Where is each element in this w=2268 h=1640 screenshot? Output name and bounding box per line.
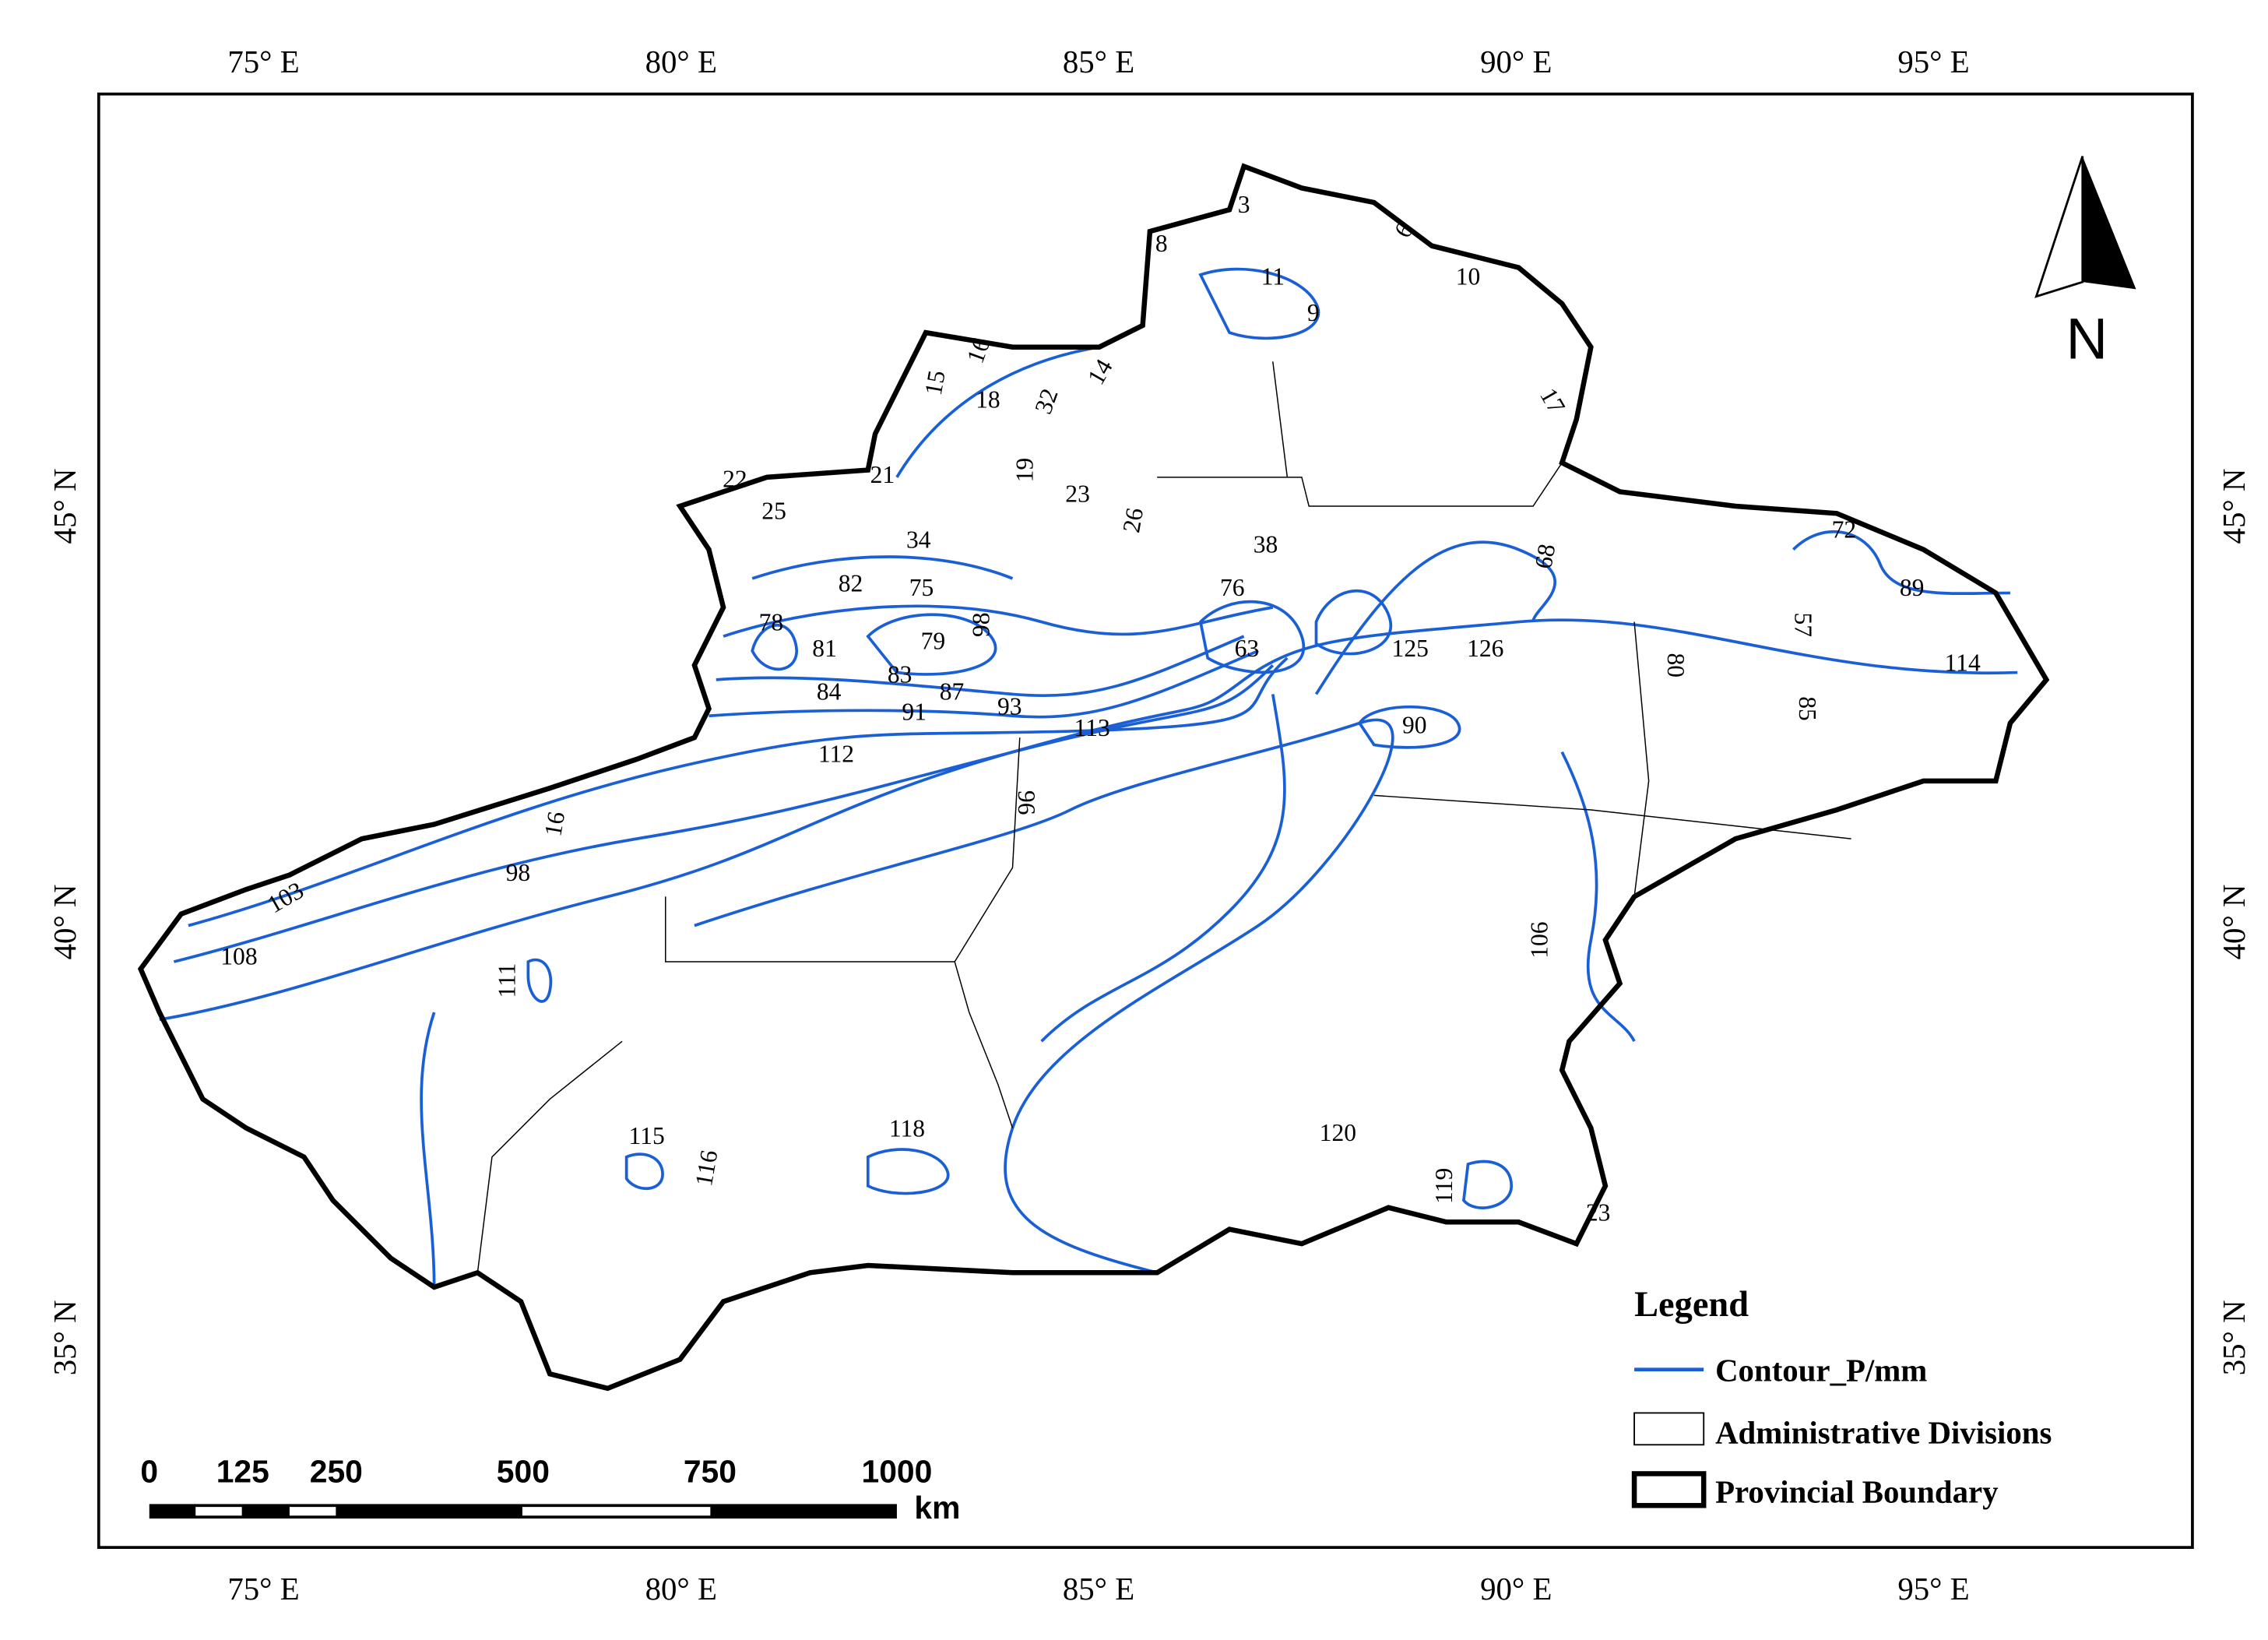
- contour-label: 108: [220, 943, 257, 970]
- provincial-boundary: [137, 163, 2050, 1392]
- contour-label: 84: [817, 678, 842, 706]
- contour-label: 9: [1307, 299, 1320, 326]
- legend-title: Legend: [1634, 1285, 1749, 1325]
- legend: Legend Contour_P/mm Administrative Divis…: [1631, 1285, 2052, 1510]
- contour-label: 38: [1254, 530, 1278, 558]
- contour-label: 17: [1535, 383, 1570, 418]
- contour-label: 82: [839, 569, 863, 597]
- contour-label: 89: [1900, 574, 1925, 601]
- lon-tick-label: 90° E: [1480, 44, 1552, 79]
- lon-tick-label: 95° E: [1897, 44, 1969, 79]
- contour-label: 93: [997, 692, 1022, 720]
- contour-label: 76: [1220, 574, 1245, 601]
- legend-label: Provincial Boundary: [1715, 1475, 1999, 1510]
- contour-label: 87: [940, 678, 965, 706]
- contour-label: 111: [493, 963, 520, 998]
- contour-label: 26: [1117, 505, 1148, 534]
- contour-label: 126: [1467, 635, 1503, 662]
- contour-label: 79: [921, 628, 946, 655]
- lon-tick-label: 75° E: [227, 1571, 299, 1607]
- contour-label: 90: [1402, 711, 1427, 738]
- lon-tick-label: 80° E: [645, 44, 717, 79]
- lon-tick-label: 85° E: [1063, 44, 1134, 79]
- legend-swatch: [1633, 1412, 1705, 1446]
- contour-label: 57: [1789, 613, 1816, 638]
- contour-label: 19: [1011, 458, 1038, 483]
- contour-label: 75: [909, 574, 934, 601]
- contour-label: 23: [1065, 480, 1090, 507]
- contour-label: 22: [723, 466, 747, 493]
- lat-tick-label: 45° N: [2217, 469, 2252, 544]
- contour-label: 18: [976, 386, 1000, 414]
- lat-tick-label: 40° N: [47, 884, 83, 959]
- contour-label: 85: [1794, 696, 1821, 721]
- contour-label: 81: [812, 635, 837, 662]
- lat-tick-label: 40° N: [2217, 884, 2252, 959]
- scale-tick-label: 1000: [861, 1454, 932, 1490]
- contour-label: 3: [1238, 191, 1250, 218]
- legend-label: Administrative Divisions: [1715, 1415, 2052, 1450]
- contour-label: 96: [1013, 790, 1040, 815]
- scale-tick-label: 0: [140, 1454, 158, 1490]
- contour-label: 72: [1832, 516, 1857, 544]
- scale-tick-label: 750: [684, 1454, 737, 1490]
- contour-label: 32: [1029, 385, 1064, 417]
- scale-tick-label: 250: [310, 1454, 363, 1490]
- contour-label: 63: [1235, 635, 1260, 662]
- contour-label: 98: [968, 613, 995, 638]
- legend-swatch: [1631, 1471, 1707, 1508]
- contour-label: 115: [629, 1122, 665, 1149]
- lat-tick-label: 35° N: [2217, 1300, 2252, 1375]
- contour-label: 119: [1430, 1168, 1457, 1204]
- north-label: N: [2066, 307, 2108, 371]
- contour-label: 8: [1155, 230, 1168, 257]
- contour-label: 78: [759, 609, 784, 636]
- contour-label: 98: [506, 859, 531, 886]
- contour-label: 16: [539, 809, 570, 838]
- admin-divisions: [476, 361, 1851, 1273]
- lon-tick-label: 85° E: [1063, 1571, 1134, 1607]
- contours: [159, 267, 2018, 1287]
- scale-tick-label: 125: [216, 1454, 269, 1490]
- contour-label: 25: [761, 498, 786, 525]
- contour-label: 15: [920, 368, 951, 397]
- contour-label: 118: [889, 1115, 925, 1142]
- contour-label: 11: [1261, 263, 1285, 290]
- scale-tick-label: 500: [497, 1454, 550, 1490]
- contour-label: 10: [1456, 263, 1481, 290]
- lon-tick-label: 90° E: [1480, 1571, 1552, 1607]
- contour-label: 113: [1074, 714, 1110, 741]
- lon-tick-label: 80° E: [645, 1571, 717, 1607]
- contour-label: 23: [1586, 1198, 1611, 1226]
- north-arrow: N: [2034, 156, 2136, 371]
- contour-label: 106: [1525, 921, 1552, 958]
- lat-tick-label: 45° N: [47, 469, 83, 544]
- legend-label: Contour_P/mm: [1715, 1353, 1927, 1388]
- contour-label: 14: [1082, 354, 1118, 389]
- contour-label: 120: [1320, 1119, 1356, 1146]
- contour-label: 83: [888, 660, 912, 688]
- contour-label: 112: [818, 741, 854, 768]
- contour-label: 125: [1392, 635, 1429, 662]
- scale-bar: km: [149, 1490, 960, 1526]
- contour-label: 116: [690, 1148, 723, 1188]
- lon-tick-label: 95° E: [1897, 1571, 1969, 1607]
- contour-label: 114: [1945, 649, 1981, 677]
- lon-tick-label: 75° E: [227, 44, 299, 79]
- contour-label: 91: [902, 699, 927, 726]
- lat-tick-label: 35° N: [47, 1300, 83, 1375]
- contour-label: 21: [870, 461, 895, 488]
- contour-label: 80: [1662, 653, 1690, 678]
- map-frame: [97, 92, 2194, 1550]
- contour-label: 34: [906, 526, 931, 554]
- contour-label: 68: [1529, 542, 1560, 571]
- scale-unit: km: [914, 1490, 960, 1526]
